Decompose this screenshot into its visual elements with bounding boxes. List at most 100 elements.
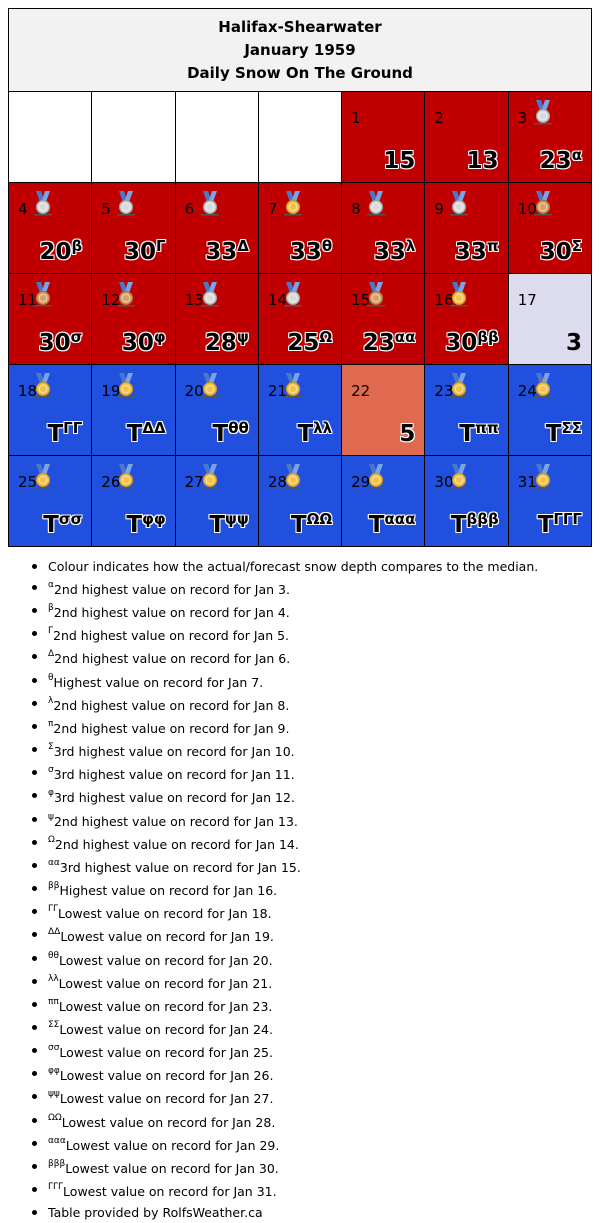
footnote-item: Table provided by RolfsWeather.ca	[32, 1202, 592, 1223]
footnote-marker: ψ	[48, 811, 54, 822]
day-number: 11	[18, 291, 38, 309]
gold-medal-icon	[283, 373, 303, 399]
footnote-marker: ππ	[48, 996, 59, 1007]
footnote-text: 2nd highest value on record for Jan 3.	[53, 582, 290, 598]
footnote-marker: σ	[48, 765, 54, 776]
footnote-item: π2nd highest value on record for Jan 9.	[32, 716, 592, 739]
day-cell: 14 25Ω	[257, 273, 343, 365]
snow-depth-value: 30ββ	[445, 328, 499, 356]
snow-depth-number: T	[126, 421, 143, 447]
snow-depth-number: 33	[454, 239, 487, 265]
footnote-marker: λ	[405, 237, 416, 255]
station-name: Halifax-Shearwater	[218, 17, 382, 36]
footnote-item: ππLowest value on record for Jan 23.	[32, 994, 592, 1017]
empty-cell	[174, 91, 259, 183]
gold-medal-icon	[33, 464, 53, 490]
footnote-item: β2nd highest value on record for Jan 4.	[32, 600, 592, 623]
footnote-item: Δ2nd highest value on record for Jan 6.	[32, 646, 592, 669]
snow-depth-number: 15	[383, 148, 416, 174]
footnote-text: Highest value on record for Jan 7.	[53, 674, 264, 690]
day-cell: 4 20β	[7, 182, 93, 274]
footnote-marker: ααα	[384, 510, 416, 528]
week-row: 25 Tσσ 26 Tφφ 27 Tψψ 28 TΩΩ 29 Tααα 30 Tβββ 31 TΓΓΓ	[7, 455, 593, 547]
day-cell: 3 23α	[507, 91, 593, 183]
day-cell: 18 TΓΓ	[7, 364, 93, 456]
week-row: 11 30σ 12 30φ 13 28ψ 14 25Ω 15 23αα 16 30ββ 17 3	[7, 273, 593, 365]
footnote-text: Lowest value on record for Jan 26.	[59, 1068, 274, 1084]
week-row: 4 20β 5 30Γ 6 33Δ 7 33θ 8 33λ 9 33π 10 30Σ	[7, 182, 593, 274]
footnote-marker: π	[486, 237, 499, 255]
day-number: 13	[184, 291, 204, 309]
footnote-marker: αα	[48, 857, 60, 868]
footnote-marker: ΩΩ	[48, 1112, 62, 1123]
footnote-text: 3rd highest value on record for Jan 11.	[53, 767, 295, 783]
footnote-item: ΓΓΓLowest value on record for Jan 31.	[32, 1179, 592, 1202]
snow-depth-number: 30	[121, 330, 154, 356]
snow-depth-number: 30	[38, 330, 71, 356]
footnote-list: Colour indicates how the actual/forecast…	[8, 556, 592, 1223]
footnote-marker: λλ	[48, 973, 59, 984]
snow-depth-number: 5	[399, 421, 416, 447]
footnote-item: φφLowest value on record for Jan 26.	[32, 1063, 592, 1086]
gold-medal-icon	[533, 373, 553, 399]
footnote-marker: σσ	[48, 1043, 60, 1054]
snow-depth-number: T	[450, 512, 467, 538]
snow-calendar: Halifax-Shearwater January 1959 Daily Sn…	[7, 8, 593, 547]
footnote-marker: Δ	[48, 649, 55, 660]
gold-medal-icon	[283, 464, 303, 490]
snow-depth-value: 23α	[540, 146, 582, 174]
footnote-marker: ΣΣ	[48, 1019, 60, 1030]
bronze-medal-icon	[33, 282, 53, 308]
empty-cell	[7, 91, 93, 183]
day-number: 25	[18, 473, 38, 491]
day-cell: 22 5	[341, 364, 426, 456]
footnote-item: λλLowest value on record for Jan 21.	[32, 971, 592, 994]
footnote-text: 2nd highest value on record for Jan 6.	[54, 651, 291, 667]
footnote-marker: Γ	[48, 626, 54, 637]
calendar-subtitle: Daily Snow On The Ground	[187, 63, 413, 82]
snow-depth-number: T	[297, 421, 314, 447]
snow-depth-number: 20	[39, 239, 72, 265]
footnote-marker: φ	[48, 788, 54, 799]
footnote-marker: λ	[48, 695, 54, 706]
day-number: 9	[434, 200, 444, 218]
snow-depth-value: 33θ	[290, 237, 332, 265]
footnote-item: Colour indicates how the actual/forecast…	[32, 556, 592, 577]
snow-depth-value: 33λ	[373, 237, 416, 265]
day-number: 3	[517, 109, 528, 127]
snow-depth-number: 33	[373, 239, 406, 265]
day-cell: 19 TΔΔ	[91, 364, 176, 456]
snow-depth-number: T	[537, 512, 554, 538]
day-number: 26	[101, 473, 121, 491]
footnote-marker: ΓΓ	[63, 419, 83, 437]
snow-depth-value: TΣΣ	[546, 419, 582, 447]
footnote-marker: ΔΔ	[142, 419, 166, 437]
footnote-text: Highest value on record for Jan 16.	[59, 883, 278, 899]
footnote-text: 2nd highest value on record for Jan 5.	[53, 628, 290, 644]
snow-depth-number: T	[209, 512, 226, 538]
snow-depth-value: 5	[399, 421, 415, 447]
day-cell: 5 30Γ	[91, 182, 176, 274]
footnote-item: ΣΣLowest value on record for Jan 24.	[32, 1017, 592, 1040]
footnote-marker: ΔΔ	[48, 927, 61, 938]
snow-depth-number: T	[126, 512, 143, 538]
empty-cell	[91, 91, 176, 183]
day-cell: 15 23αα	[341, 273, 426, 365]
week-row: 1 15 2 13 3 23α	[7, 91, 593, 183]
silver-medal-icon	[116, 191, 136, 217]
footnote-item: Γ2nd highest value on record for Jan 5.	[32, 623, 592, 646]
footnote-item: ΔΔLowest value on record for Jan 19.	[32, 924, 592, 947]
footnote-marker: βββ	[466, 510, 499, 528]
snow-depth-value: Tππ	[459, 419, 498, 447]
day-cell: 2 13	[424, 91, 509, 183]
silver-medal-icon	[200, 282, 220, 308]
footnote-item: αα3rd highest value on record for Jan 15…	[32, 855, 592, 878]
snow-depth-value: 13	[467, 148, 499, 174]
calendar-title: Halifax-Shearwater January 1959 Daily Sn…	[8, 8, 592, 92]
footnote-marker: α	[48, 580, 54, 590]
week-row: 18 TΓΓ 19 TΔΔ 20 Tθθ 21 Tλλ 22 5 23 Tππ 24 TΣΣ	[7, 364, 593, 456]
snow-depth-value: TΓΓ	[47, 419, 83, 447]
footnote-marker: Γ	[156, 237, 166, 255]
footnote-marker: ααα	[48, 1135, 66, 1146]
footnote-text: 3rd highest value on record for Jan 10.	[53, 744, 295, 760]
